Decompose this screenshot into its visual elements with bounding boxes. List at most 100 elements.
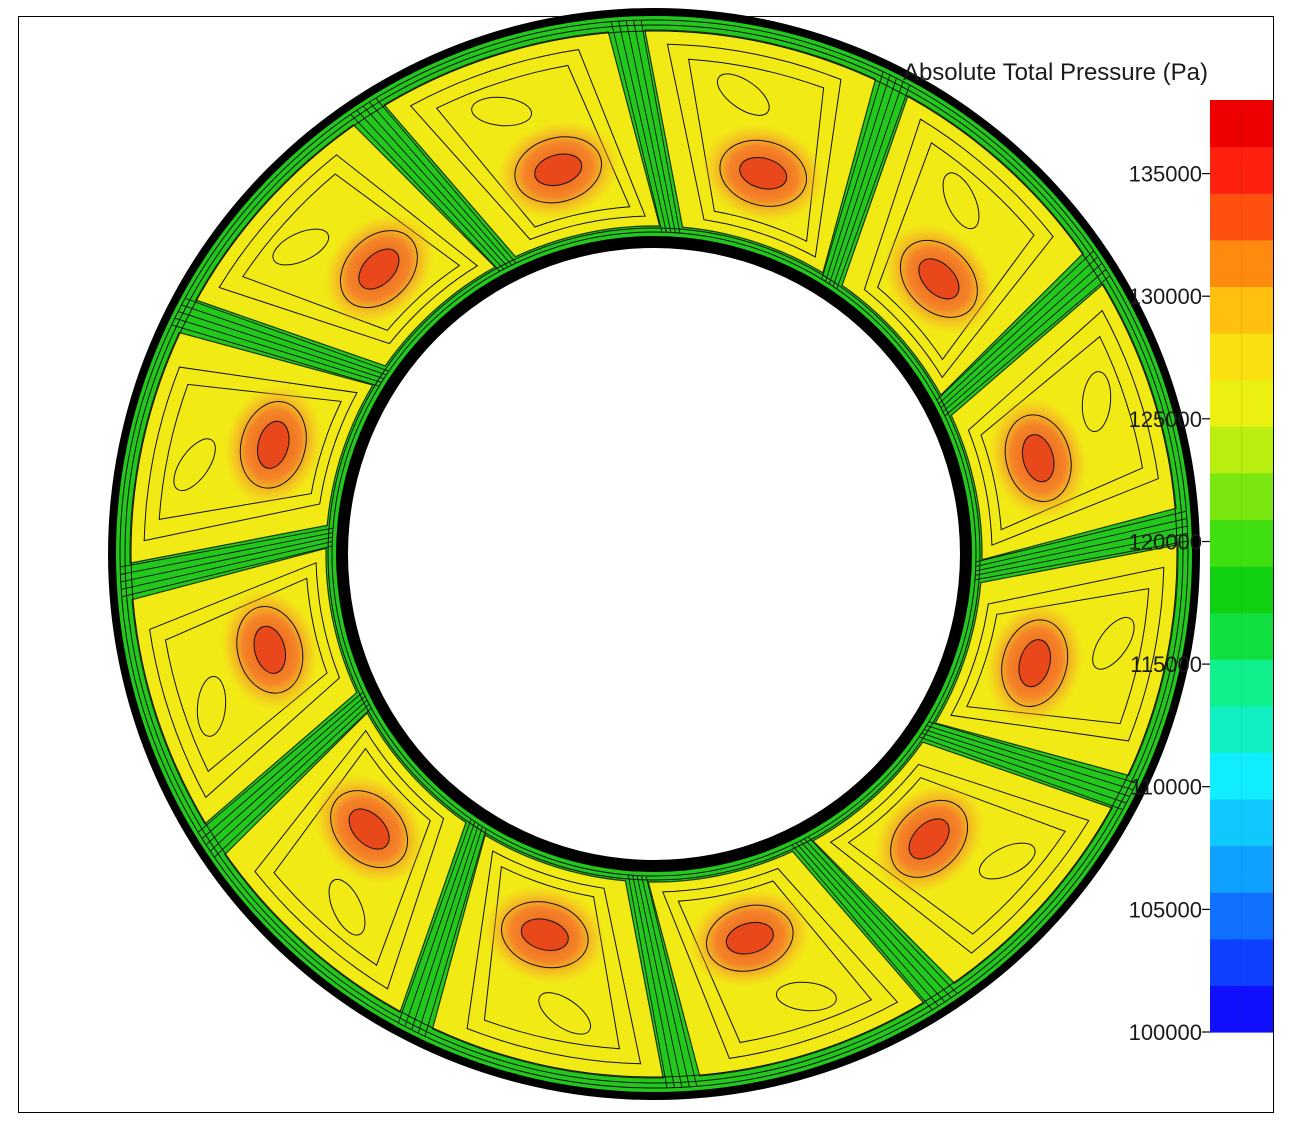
wake-contour bbox=[610, 21, 663, 233]
wake-contour bbox=[928, 721, 1137, 784]
colorbar-band bbox=[1210, 752, 1273, 800]
contour-line bbox=[978, 842, 1036, 880]
contour-line bbox=[967, 309, 1159, 546]
passage-3 bbox=[950, 283, 1177, 561]
contour-line bbox=[666, 43, 842, 258]
contour-line bbox=[500, 901, 589, 969]
annulus-field bbox=[108, 8, 1200, 1100]
passage-11 bbox=[194, 124, 496, 367]
contour-line bbox=[339, 230, 418, 309]
passage-5 bbox=[812, 741, 1114, 984]
wake-contour bbox=[795, 842, 939, 1007]
wake-contour bbox=[121, 541, 333, 590]
contour-peak bbox=[1021, 434, 1055, 483]
tick-label: 125000 bbox=[1129, 407, 1202, 432]
passage-10 bbox=[129, 331, 374, 564]
contour-line bbox=[273, 747, 431, 966]
wake-contour bbox=[618, 21, 667, 233]
wall-contour bbox=[124, 24, 1184, 1084]
wake-contour bbox=[397, 818, 472, 1023]
contour-line bbox=[1001, 619, 1069, 708]
contour-peak bbox=[908, 818, 950, 860]
tick-label: 105000 bbox=[1129, 897, 1202, 922]
legend-colorbar bbox=[1210, 100, 1273, 1033]
tick-label: 120000 bbox=[1129, 530, 1202, 555]
colorbar-band bbox=[1210, 379, 1273, 427]
wake-contour bbox=[923, 728, 1130, 797]
contour-line bbox=[254, 729, 445, 990]
contour-peak bbox=[725, 921, 774, 955]
contour-peak bbox=[534, 153, 583, 187]
contour-line bbox=[164, 577, 328, 773]
wake-contour bbox=[799, 840, 946, 1003]
colorbar-band bbox=[1210, 239, 1273, 287]
passage-4 bbox=[934, 544, 1179, 777]
colorbar-band bbox=[1210, 659, 1273, 707]
contour-line bbox=[716, 73, 770, 116]
wake-contour bbox=[356, 109, 505, 270]
legend: Absolute Total Pressure (Pa) 135000 13000… bbox=[903, 59, 1273, 1045]
contour-peak bbox=[253, 625, 287, 674]
tick-label: 130000 bbox=[1129, 284, 1202, 309]
wake-contour bbox=[120, 527, 334, 568]
colorbar-band bbox=[1210, 100, 1273, 148]
contour-peak bbox=[358, 248, 400, 290]
tick-label: 115000 bbox=[1130, 652, 1202, 677]
contour-line bbox=[514, 136, 603, 204]
contour-line bbox=[705, 904, 794, 972]
wake-contour bbox=[171, 324, 380, 387]
wake-contour bbox=[938, 256, 1099, 405]
wake-contour bbox=[209, 703, 370, 852]
contour-line bbox=[242, 173, 461, 331]
wake-contour bbox=[417, 826, 483, 1034]
contour-line bbox=[966, 587, 1150, 725]
colorbar-band bbox=[1210, 566, 1273, 614]
contour-line bbox=[1004, 414, 1072, 503]
wake-contour bbox=[214, 707, 372, 858]
contour-line bbox=[272, 228, 330, 266]
wake-contour bbox=[178, 311, 385, 380]
legend-title: Absolute Total Pressure (Pa) bbox=[903, 59, 1208, 86]
wake-contour bbox=[940, 262, 1103, 409]
wake-contour bbox=[404, 821, 476, 1027]
wake-contour bbox=[205, 699, 368, 846]
wake-contour bbox=[918, 736, 1123, 811]
contour-peak bbox=[1018, 639, 1051, 688]
contour-line bbox=[980, 335, 1144, 531]
wall-contour bbox=[130, 30, 1178, 1078]
wake-contour bbox=[424, 828, 487, 1037]
wake-contour bbox=[836, 85, 911, 290]
contour-line bbox=[330, 790, 409, 869]
wake-contour bbox=[944, 275, 1111, 417]
contour-peak bbox=[348, 808, 390, 850]
contour-line bbox=[719, 139, 808, 207]
contour-line bbox=[149, 562, 341, 799]
wake-contour bbox=[350, 114, 501, 272]
wake-contour bbox=[362, 105, 509, 268]
wake-contour bbox=[974, 540, 1188, 581]
contour-line bbox=[236, 605, 304, 694]
wake-contour bbox=[828, 78, 897, 285]
wake-contour bbox=[375, 97, 517, 264]
wake-contour bbox=[921, 732, 1127, 804]
contour-line bbox=[829, 763, 1090, 954]
wall-contour bbox=[331, 231, 977, 877]
contour-line bbox=[1081, 371, 1112, 433]
passage-9 bbox=[131, 547, 358, 825]
contour-line bbox=[899, 239, 978, 318]
colorbar-band bbox=[1210, 938, 1273, 986]
wake-contour bbox=[120, 532, 333, 575]
wake-contour bbox=[791, 844, 933, 1011]
wake-contour bbox=[627, 874, 668, 1088]
contour-line bbox=[847, 777, 1066, 935]
contour-line bbox=[158, 383, 342, 521]
wake-contour bbox=[369, 101, 513, 266]
contour-line bbox=[435, 64, 631, 228]
colorbar-band bbox=[1210, 892, 1273, 940]
colorbar-band bbox=[1210, 193, 1273, 241]
contour-peak bbox=[918, 258, 960, 300]
colorbar-band bbox=[1210, 146, 1273, 194]
wake-contour bbox=[942, 269, 1107, 413]
contour-line bbox=[950, 566, 1165, 742]
